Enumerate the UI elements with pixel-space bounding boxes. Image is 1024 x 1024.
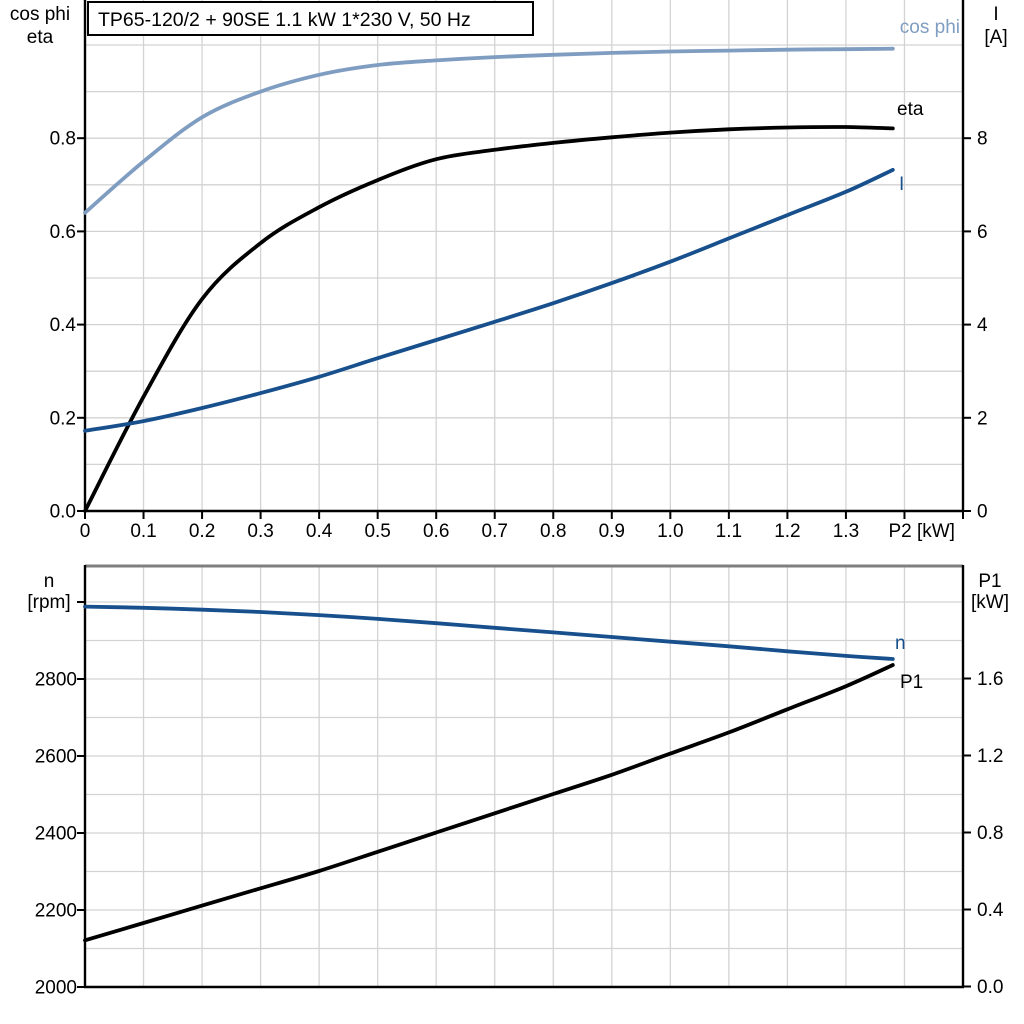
axis-frame-electrical-curves-chart: 0 0.1 0.2 0.3 0.4 0.5 0.6 0.7 0.8 0.9 1.0 1.1 1.2 1.3… xyxy=(50,0,988,542)
x-tick-label: 0.2 xyxy=(189,521,215,542)
right-axis-title-line-1: [A] xyxy=(984,27,1007,48)
x-tick-label: 0.1 xyxy=(130,521,156,542)
right-axis-title-line-0: I xyxy=(993,4,998,25)
right-tick-label: 2 xyxy=(977,408,988,429)
left-tick-label: 0.2 xyxy=(50,408,76,429)
cos-phi-curve xyxy=(83,46,895,215)
chart-speed-input-power-chart: 280026002400220020001.61.20.80.40.0n[rpm… xyxy=(27,564,1009,999)
left-tick-label: 2800 xyxy=(35,670,77,691)
p1-curve-label: P1 xyxy=(900,672,923,693)
x-tick-label: 0.3 xyxy=(247,521,273,542)
left-axis-title-line-0: n xyxy=(44,571,55,592)
grid-speed-input-power-chart xyxy=(85,565,963,987)
eta-curve-label: eta xyxy=(897,99,924,120)
x-tick-label: 1.1 xyxy=(716,521,742,542)
x-tick-label: 0.8 xyxy=(540,521,566,542)
right-axis-title-line-1: [kW] xyxy=(971,592,1009,613)
p1-curve xyxy=(83,663,895,943)
eta-curve xyxy=(83,125,895,513)
right-tick-label: 0.4 xyxy=(977,900,1004,921)
right-tick-label: 6 xyxy=(977,222,988,243)
right-tick-label: 8 xyxy=(977,129,988,150)
right-tick-label: 0.0 xyxy=(977,977,1003,998)
x-tick-label: 1.3 xyxy=(833,521,859,542)
x-axis-title: P2 [kW] xyxy=(888,521,955,542)
left-axis-title-line-1: eta xyxy=(27,27,54,48)
left-tick-label: 0.4 xyxy=(50,315,77,336)
grid-electrical-curves-chart xyxy=(85,0,963,511)
left-tick-label: 2000 xyxy=(35,978,77,999)
n-curve-label: n xyxy=(895,633,906,654)
n-curve xyxy=(83,604,895,661)
left-tick-label: 2600 xyxy=(35,747,77,768)
left-axis-title-line-1: [rpm] xyxy=(27,592,70,613)
right-tick-label: 1.2 xyxy=(977,746,1003,767)
chart-title: TP65-120/2 + 90SE 1.1 kW 1*230 V, 50 Hz xyxy=(98,9,471,31)
i-curve-label: I xyxy=(899,174,904,195)
left-tick-label: 2400 xyxy=(35,824,77,845)
x-tick-label: 0.7 xyxy=(482,521,508,542)
x-tick-label: 0 xyxy=(80,521,91,542)
x-tick-label: 0.9 xyxy=(599,521,625,542)
x-tick-label: 1.0 xyxy=(657,521,683,542)
x-tick-label: 0.4 xyxy=(306,521,333,542)
axis-frame-speed-input-power-chart: 2800 2600 2400 2200 2000 1.6 1.2 0.8 0.4 0.0 xyxy=(35,564,1004,999)
chart-title-box-frame xyxy=(87,1,534,36)
chart-electrical-curves-chart: TP65-120/2 + 90SE 1.1 kW 1*230 V, 50 Hz0… xyxy=(10,0,1008,542)
x-tick-label: 0.6 xyxy=(423,521,449,542)
x-tick-label: 0.5 xyxy=(364,521,390,542)
chart-title-box: TP65-120/2 + 90SE 1.1 kW 1*230 V, 50 Hz xyxy=(87,1,534,36)
left-tick-label: 0.8 xyxy=(50,129,76,150)
x-tick-label: 1.2 xyxy=(774,521,800,542)
right-axis-title-line-0: P1 xyxy=(978,571,1001,592)
right-tick-label: 4 xyxy=(977,315,988,336)
left-tick-label: 0.6 xyxy=(50,222,76,243)
right-tick-label: 0.8 xyxy=(977,823,1003,844)
i-curve xyxy=(83,168,895,433)
left-tick-label: 2200 xyxy=(35,901,77,922)
left-axis-title-line-0: cos phi xyxy=(10,4,70,25)
cos-phi-curve-label: cos phi xyxy=(900,17,960,38)
right-tick-label: 0 xyxy=(977,502,988,523)
left-tick-label: 0.0 xyxy=(50,502,76,523)
right-tick-label: 1.6 xyxy=(977,669,1003,690)
